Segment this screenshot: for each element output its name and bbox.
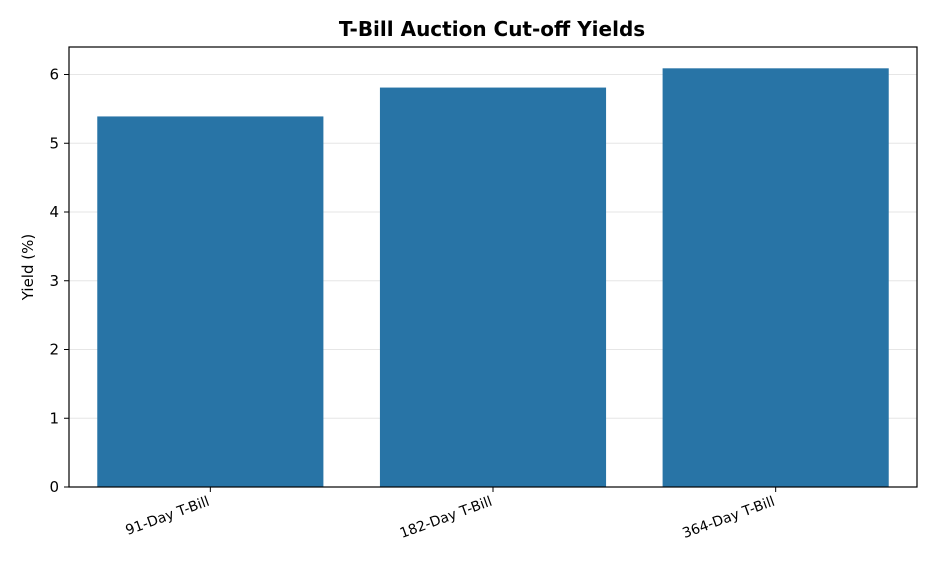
y-tick-label: 4 — [49, 203, 59, 221]
bar-3 — [662, 68, 889, 487]
bar-2 — [379, 87, 607, 487]
y-tick-label: 2 — [49, 341, 59, 359]
y-tick-label: 5 — [49, 134, 59, 152]
y-tick-label: 6 — [49, 66, 59, 84]
chart-title: T-Bill Auction Cut-off Yields — [339, 17, 645, 41]
y-tick-label: 0 — [49, 478, 59, 496]
y-tick-label: 1 — [49, 409, 59, 427]
bar-1 — [97, 116, 324, 487]
y-axis-label: Yield (%) — [19, 234, 37, 301]
bars — [97, 68, 889, 487]
y-tick-label: 3 — [49, 272, 59, 290]
